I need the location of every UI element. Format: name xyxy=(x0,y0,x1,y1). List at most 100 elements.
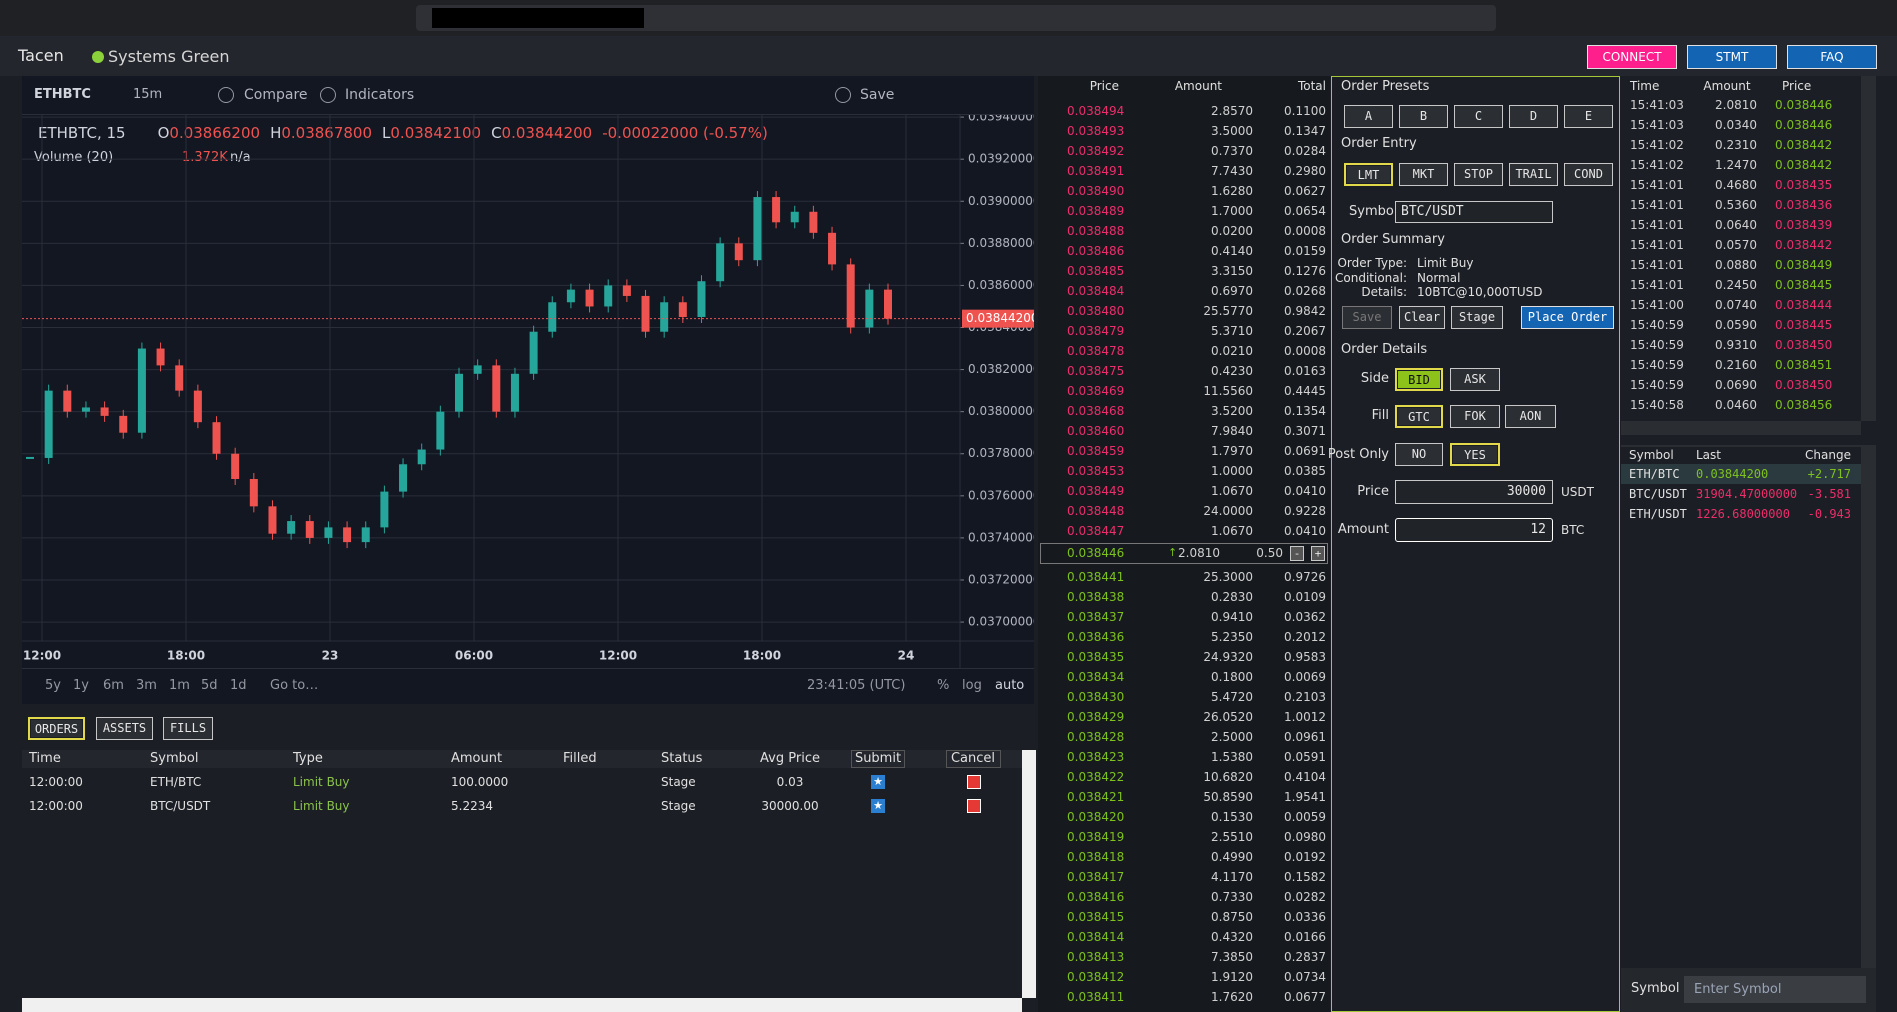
order-time: 12:00:00 xyxy=(29,775,83,789)
preset-button[interactable]: E xyxy=(1564,105,1613,128)
book-total: 0.0163 xyxy=(1284,364,1326,378)
book-amount: 3.5000 xyxy=(1211,124,1253,138)
form-label: Post Only xyxy=(1327,447,1389,462)
book-total: 0.0166 xyxy=(1284,930,1326,944)
chart-interval: 15m xyxy=(133,87,163,102)
search-placeholder: Enter Symbol xyxy=(1694,982,1782,997)
trades-header: Amount xyxy=(1703,79,1751,93)
submit-icon[interactable]: ★ xyxy=(871,799,885,813)
action-button[interactable]: Clear xyxy=(1399,306,1445,329)
symbol-input[interactable]: BTC/USDT xyxy=(1395,201,1553,223)
trade-price: 0.038436 xyxy=(1775,198,1833,212)
toolbar-item: Indicators xyxy=(345,87,415,103)
book-amount: 0.2830 xyxy=(1211,590,1253,604)
book-amount: 7.9840 xyxy=(1211,424,1253,438)
book-amount: 1.7620 xyxy=(1211,990,1253,1004)
y-tick-label: 0.03760000 xyxy=(968,488,1034,502)
step-button[interactable]: - xyxy=(1290,546,1304,561)
entry-button[interactable]: COND xyxy=(1564,163,1613,186)
submit-icon[interactable]: ★ xyxy=(871,775,885,789)
trade-time: 15:41:01 xyxy=(1630,238,1684,252)
book-price: 0.038428 xyxy=(1067,730,1125,744)
book-header: Amount xyxy=(1174,79,1222,93)
preset-button[interactable]: C xyxy=(1454,105,1503,128)
post-only-button[interactable]: NO xyxy=(1395,443,1443,466)
book-amount: 0.6970 xyxy=(1211,284,1253,298)
y-tick-label: 0.03800000 xyxy=(968,404,1034,418)
book-price: 0.038485 xyxy=(1067,264,1125,278)
legend-value: 0.03867800 xyxy=(281,124,373,142)
book-price: 0.038480 xyxy=(1067,304,1125,318)
orders-tab[interactable]: ASSETS xyxy=(96,717,153,740)
book-total: 0.0008 xyxy=(1284,224,1326,238)
summary-label: Details: xyxy=(1361,285,1407,299)
y-tick-label: 0.03720000 xyxy=(968,572,1034,586)
book-price: 0.038486 xyxy=(1067,244,1125,258)
book-total: 0.0109 xyxy=(1284,590,1326,604)
symbol-name: ETH/BTC xyxy=(1629,467,1680,481)
orders-tab[interactable]: FILLS xyxy=(163,717,213,740)
candle xyxy=(100,407,109,416)
header-button[interactable]: FAQ xyxy=(1787,45,1877,69)
action-button[interactable]: Save xyxy=(1342,306,1392,329)
entry-button[interactable]: MKT xyxy=(1399,163,1448,186)
fill-button[interactable]: GTC xyxy=(1395,405,1443,428)
trade-price: 0.038445 xyxy=(1775,318,1833,332)
candle xyxy=(753,197,762,261)
book-header: Total xyxy=(1297,79,1326,93)
book-amount: 1.0670 xyxy=(1211,524,1253,538)
price-input[interactable]: 30000 xyxy=(1395,480,1553,504)
range-button: 1d xyxy=(230,678,247,693)
book-price: 0.038418 xyxy=(1067,850,1125,864)
trade-time: 15:41:02 xyxy=(1630,138,1684,152)
legend-key: C xyxy=(491,124,502,142)
preset-button[interactable]: D xyxy=(1509,105,1558,128)
scale-option: % xyxy=(937,678,950,693)
action-button[interactable]: Place Order xyxy=(1521,306,1614,329)
candle xyxy=(175,365,184,391)
fill-button[interactable]: FOK xyxy=(1450,405,1500,428)
y-tick-label: 0.03860000 xyxy=(968,278,1034,292)
toolbar-icon xyxy=(320,87,336,103)
app-header xyxy=(0,36,1897,76)
submit-header-box xyxy=(851,750,905,768)
book-total: 0.0691 xyxy=(1284,444,1326,458)
preset-button[interactable]: B xyxy=(1399,105,1448,128)
action-button[interactable]: Stage xyxy=(1451,306,1503,329)
book-price: 0.038489 xyxy=(1067,204,1125,218)
trade-price: 0.038442 xyxy=(1775,238,1833,252)
trade-time: 15:41:01 xyxy=(1630,178,1684,192)
entry-button[interactable]: STOP xyxy=(1454,163,1503,186)
side-button[interactable]: ASK xyxy=(1450,368,1500,391)
x-tick-label: 12:00 xyxy=(23,649,61,663)
step-button[interactable]: + xyxy=(1311,546,1325,561)
trade-price: 0.038442 xyxy=(1775,158,1833,172)
order-type: Limit Buy xyxy=(293,799,350,813)
legend-key: O xyxy=(157,124,170,142)
entry-button[interactable]: LMT xyxy=(1344,163,1393,186)
book-amount: 24.0000 xyxy=(1203,504,1253,518)
candle xyxy=(510,373,519,412)
symbols-panel xyxy=(1621,445,1876,968)
cancel-icon[interactable] xyxy=(967,799,981,813)
fill-button[interactable]: AON xyxy=(1505,405,1556,428)
order-avg-price: 30000.00 xyxy=(761,799,819,813)
orders-header: Submit xyxy=(854,751,902,766)
amount-input[interactable]: 12 xyxy=(1395,518,1553,542)
candle xyxy=(884,289,892,319)
book-last-row xyxy=(1040,543,1328,564)
entry-button[interactable]: TRAIL xyxy=(1509,163,1558,186)
y-tick-label: 0.03940000 xyxy=(968,115,1034,124)
header-button[interactable]: STMT xyxy=(1687,45,1777,69)
candle xyxy=(361,527,370,543)
header-button[interactable]: CONNECT xyxy=(1587,45,1677,69)
order-amount: 5.2234 xyxy=(451,799,493,813)
preset-button[interactable]: A xyxy=(1344,105,1393,128)
cancel-icon[interactable] xyxy=(967,775,981,789)
post-only-button[interactable]: YES xyxy=(1450,443,1500,466)
book-amount: 2.5510 xyxy=(1211,830,1253,844)
side-button[interactable]: BID xyxy=(1395,368,1443,391)
symbol-search-input[interactable] xyxy=(1684,976,1866,1003)
orders-tab[interactable]: ORDERS xyxy=(28,717,85,740)
book-price: 0.038429 xyxy=(1067,710,1125,724)
